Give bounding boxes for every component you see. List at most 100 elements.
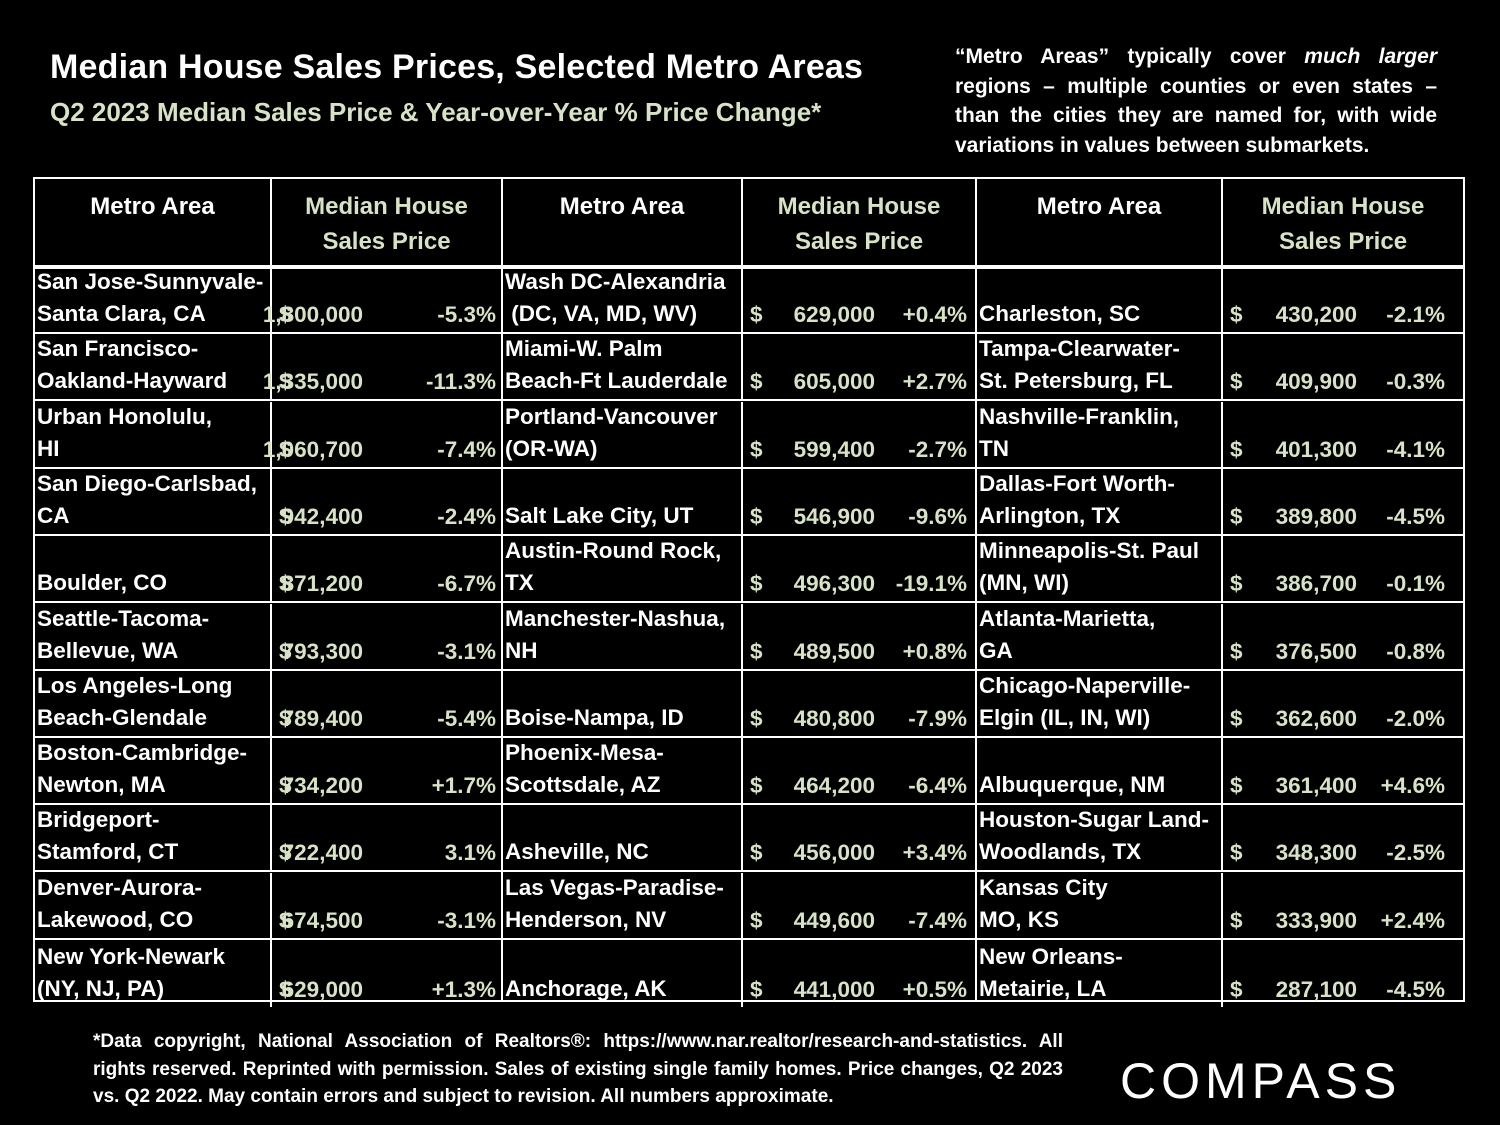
price-cell: $1,060,700 -7.4%	[263, 401, 501, 467]
price-cell: $430,200 -2.1%	[1221, 267, 1463, 332]
yoy-change-value: +0.5%	[902, 977, 967, 1002]
metro-area-line: Denver-Aurora-	[37, 874, 203, 900]
price-cell: $376,500 -0.8%	[1221, 603, 1463, 669]
median-price-value: 456,000	[793, 840, 875, 866]
header-price-line: Median House	[305, 193, 468, 220]
price-cell: $401,300 -4.1%	[1221, 401, 1463, 467]
metro-area-name: Dallas-Fort Worth- Arlington, TX	[979, 469, 1221, 534]
metro-area-line: Bridgeport-	[37, 807, 160, 833]
median-price-value: 793,300	[281, 638, 363, 664]
metro-area-line: TN	[979, 435, 1009, 461]
yoy-change-value: -2.5%	[1386, 840, 1445, 866]
metro-area-line: Los Angeles-Long	[37, 672, 233, 698]
currency-symbol: $	[279, 705, 292, 731]
header-price-line: Median House	[1261, 193, 1425, 220]
currency-symbol: $	[750, 705, 763, 731]
table-row: Los Angeles-Long Beach-Glendale $789,400 -5…	[35, 670, 501, 738]
table-row: Phoenix-Mesa- Scottsdale, AZ $464,200 -6.4%	[503, 738, 975, 806]
metro-area-line: Lakewood, CO	[37, 906, 194, 932]
median-price-value: 287,100	[1275, 977, 1357, 1002]
yoy-change-value: -0.8%	[1386, 638, 1445, 664]
header-metro-area: Metro Area	[90, 193, 215, 220]
median-price-value: 734,200	[281, 773, 363, 799]
header-median-price: Median House Sales Price	[270, 179, 501, 265]
median-price-value: 1,800,000	[262, 302, 363, 327]
price-cell: $605,000 +2.7%	[741, 334, 975, 400]
metro-area-line: CA	[37, 502, 70, 528]
price-cell: $464,200 -6.4%	[741, 738, 975, 804]
metro-area-name: Houston-Sugar Land- Woodlands, TX	[979, 805, 1221, 870]
metro-area-name: Phoenix-Mesa- Scottsdale, AZ	[505, 738, 741, 803]
yoy-change-value: 3.1%	[444, 840, 496, 866]
table-row: Denver-Aurora- Lakewood, CO $674,500 -3.1%	[35, 872, 501, 940]
yoy-change-value: -0.1%	[1386, 571, 1445, 597]
price-cell: $942,400 -2.4%	[270, 468, 501, 534]
metro-area-name: Boulder, CO	[37, 536, 270, 601]
metro-area-line: San Francisco-	[37, 336, 199, 362]
currency-symbol: $	[1230, 503, 1243, 529]
table-row: Atlanta-Marietta, GA $376,500 -0.8%	[977, 603, 1463, 671]
header-price-line: Sales Price	[794, 228, 924, 255]
metro-area-line: New Orleans-	[979, 944, 1123, 969]
median-price-value: 401,300	[1275, 436, 1357, 462]
currency-symbol: $	[1230, 638, 1243, 664]
page-subtitle: Q2 2023 Median Sales Price & Year-over-Y…	[50, 97, 822, 127]
median-price-value: 1,060,700	[262, 436, 363, 462]
price-cell: $1,335,000 -11.3%	[263, 334, 501, 400]
metro-area-name: San Jose-Sunnyvale- Santa Clara, CA	[37, 267, 270, 332]
table-row: Albuquerque, NM $361,400 +4.6%	[977, 738, 1463, 806]
metro-area-line: Boise-Nampa, ID	[505, 704, 684, 730]
metro-area-name: Austin-Round Rock, TX	[505, 536, 741, 601]
currency-symbol: $	[1230, 436, 1243, 462]
median-price-value: 496,300	[793, 571, 875, 597]
metro-area-line: Beach-Glendale	[37, 704, 208, 730]
metro-area-name: Tampa-Clearwater- St. Petersburg, FL	[979, 334, 1221, 399]
note-text: “Metro Areas” typically cover	[955, 45, 1305, 68]
metro-area-line: Manchester-Nashua,	[505, 605, 726, 631]
table-row: Chicago-Naperville- Elgin (IL, IN, WI) $36…	[977, 670, 1463, 738]
metro-area-name: New Orleans- Metairie, LA	[979, 940, 1221, 1007]
metro-area-name: San Francisco- Oakland-Hayward	[37, 334, 270, 399]
currency-symbol: $	[279, 907, 292, 933]
median-price-value: 386,700	[1275, 571, 1357, 597]
metro-area-line: Miami-W. Palm	[505, 336, 663, 362]
price-cell: $734,200 +1.7%	[270, 738, 501, 804]
metro-area-name: Seattle-Tacoma- Bellevue, WA	[37, 604, 270, 669]
price-cell: $449,600 -7.4%	[741, 872, 975, 938]
median-price-value: 629,000	[281, 977, 363, 1002]
median-price-value: 449,600	[793, 907, 875, 933]
median-price-value: 362,600	[1275, 705, 1357, 731]
median-price-value: 376,500	[1275, 638, 1357, 664]
metro-area-line: Phoenix-Mesa-	[505, 740, 664, 766]
note-text-continued: regions – multiple counties or even stat…	[955, 74, 1437, 157]
price-cell: $599,400 -2.7%	[741, 401, 975, 467]
median-price-value: 441,000	[793, 977, 875, 1002]
yoy-change-value: -3.1%	[437, 638, 496, 664]
table-row: Nashville-Franklin, TN $401,300 -4.1%	[977, 401, 1463, 469]
currency-symbol: $	[1230, 773, 1243, 799]
metro-area-line: Las Vegas-Paradise-	[505, 874, 724, 900]
table-row: Houston-Sugar Land- Woodlands, TX $348,300…	[977, 805, 1463, 873]
currency-symbol: $	[1230, 302, 1243, 327]
median-price-value: 942,400	[281, 503, 363, 529]
price-cell: $1,800,000 -5.3%	[263, 267, 501, 332]
table-column-3: Metro Area Median House Sales Price Charles…	[975, 177, 1465, 1007]
table-row: Las Vegas-Paradise- Henderson, NV $449,600…	[503, 872, 975, 940]
metro-area-name: New York-Newark (NY, NJ, PA)	[37, 940, 270, 1007]
currency-symbol: $	[279, 840, 292, 866]
yoy-change-value: -7.4%	[437, 436, 496, 462]
metro-area-line: Boston-Cambridge-	[37, 740, 247, 766]
currency-symbol: $	[750, 840, 763, 866]
metro-area-line: Henderson, NV	[505, 906, 667, 932]
metro-area-line: St. Petersburg, FL	[979, 368, 1173, 394]
price-cell: $456,000 +3.4%	[741, 805, 975, 871]
price-cell: $287,100 -4.5%	[1221, 940, 1463, 1007]
median-price-value: 409,900	[1275, 369, 1357, 395]
median-price-value: 546,900	[793, 503, 875, 529]
metro-area-name: Albuquerque, NM	[979, 738, 1221, 803]
price-cell: $722,400 3.1%	[270, 805, 501, 871]
currency-symbol: $	[1230, 907, 1243, 933]
header-metro-area: Metro Area	[559, 193, 685, 220]
currency-symbol: $	[750, 503, 763, 529]
currency-symbol: $	[279, 773, 292, 799]
